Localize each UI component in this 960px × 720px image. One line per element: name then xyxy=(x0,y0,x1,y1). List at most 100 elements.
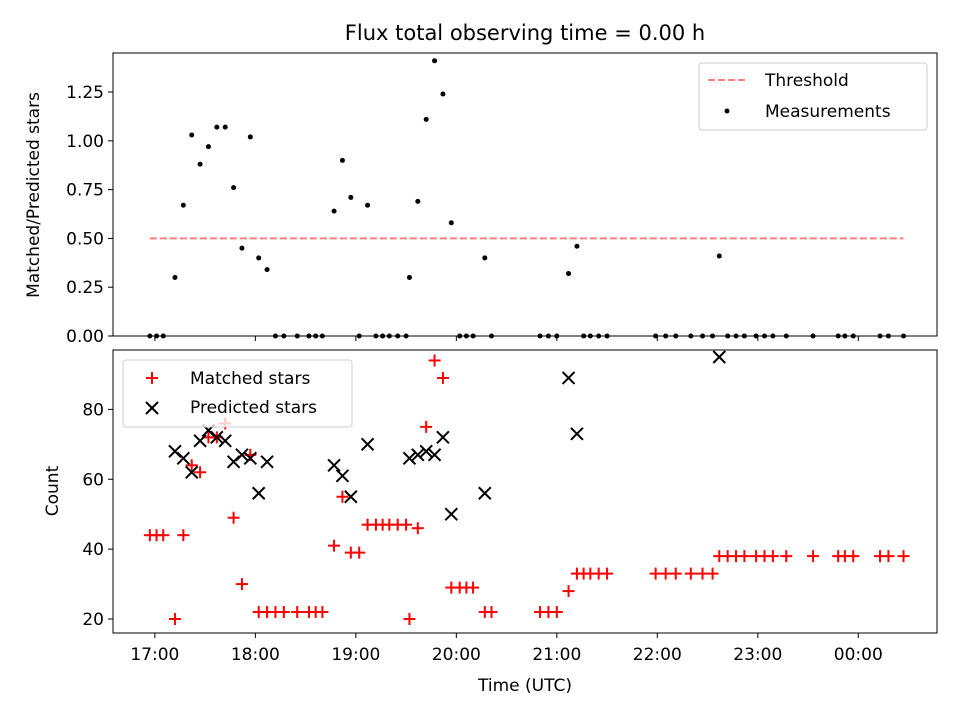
predicted-star-point xyxy=(478,486,492,500)
measurement-point xyxy=(440,91,446,97)
bottom-axes-frame xyxy=(112,349,938,634)
bottom-x-tick-label: 19:00 xyxy=(331,645,380,665)
top-axes-frame xyxy=(112,52,938,337)
matched-star-point xyxy=(328,539,341,552)
bottom-x-ticks: 17:00 18:00 19:00 20:00 21:00 22:00 23:00 00:00 xyxy=(130,633,883,665)
matched-star-point xyxy=(766,550,779,563)
matched-star-point xyxy=(847,550,860,563)
bottom-legend-box xyxy=(122,359,353,428)
matched-star-point xyxy=(177,529,190,542)
measurement-point xyxy=(197,161,203,167)
bottom-x-tick-label: 22:00 xyxy=(633,645,682,665)
bottom-legend: Matched stars Predicted stars xyxy=(122,359,353,428)
measurement-point xyxy=(231,185,237,191)
bottom-y-tick-label: 80 xyxy=(82,400,104,420)
measurement-point xyxy=(423,116,429,122)
legend-matched-swatch xyxy=(146,372,158,384)
predicted-star-point xyxy=(360,437,375,452)
predicted-star-point xyxy=(411,448,425,462)
top-y-tick-label: 1.00 xyxy=(66,132,104,152)
measurement-point xyxy=(331,208,337,214)
matched-star-point xyxy=(227,511,240,524)
top-y-ticks: 0.00 0.25 0.50 0.75 1.00 1.25 xyxy=(66,83,113,347)
bottom-y-tick-label: 40 xyxy=(82,540,104,560)
measurement-point xyxy=(239,245,245,251)
predicted-star-point xyxy=(427,448,442,462)
top-legend: Threshold Measurements xyxy=(698,62,928,131)
matched-star-point xyxy=(194,466,207,479)
legend-threshold-label: Threshold xyxy=(764,71,849,91)
top-panel: Flux total observing time = 0.00 h Match… xyxy=(24,21,938,347)
matched-star-point xyxy=(882,550,895,563)
matched-star-point xyxy=(403,613,416,626)
top-chart-title: Flux total observing time = 0.00 h xyxy=(345,21,705,45)
matched-star-point xyxy=(669,567,682,580)
matched-star-point xyxy=(436,371,449,384)
bottom-x-tick-label: 21:00 xyxy=(532,645,581,665)
bottom-y-tick-label: 20 xyxy=(82,610,104,630)
bottom-x-tick-label: 00:00 xyxy=(834,645,883,665)
matched-star-point xyxy=(428,354,441,367)
matched-star-point xyxy=(277,606,290,619)
matched-star-point xyxy=(235,578,248,591)
predicted-star-point xyxy=(335,469,350,483)
measurement-point xyxy=(205,144,211,150)
matched-star-point xyxy=(562,585,575,598)
top-y-tick-label: 0.50 xyxy=(66,229,104,249)
matched-star-point xyxy=(411,522,424,535)
matched-star-point xyxy=(157,529,170,542)
matched-stars-points xyxy=(143,354,910,626)
matched-star-point xyxy=(168,613,181,626)
legend-measurements-label: Measurements xyxy=(765,102,891,122)
matched-star-point xyxy=(316,606,329,619)
bottom-x-axis-label: Time (UTC) xyxy=(477,676,572,696)
matched-star-point xyxy=(291,606,304,619)
top-y-tick-label: 0.25 xyxy=(66,278,104,298)
top-legend-box xyxy=(698,62,928,131)
matched-star-point xyxy=(684,567,697,580)
bottom-y-tick-label: 60 xyxy=(82,470,104,490)
top-y-tick-label: 1.25 xyxy=(66,83,104,103)
measurement-point xyxy=(432,58,438,64)
predicted-star-point xyxy=(712,350,726,364)
legend-predicted-swatch xyxy=(145,401,159,415)
predicted-stars-points xyxy=(168,350,726,521)
matched-star-point xyxy=(738,550,751,563)
predicted-star-point xyxy=(210,430,224,445)
predicted-star-point xyxy=(444,507,459,521)
measurement-point xyxy=(172,274,178,280)
bottom-y-ticks: 20 40 60 80 xyxy=(82,400,113,630)
predicted-star-point xyxy=(176,451,191,466)
matched-star-point xyxy=(185,459,198,472)
measurement-point xyxy=(256,255,262,261)
measurement-point xyxy=(566,271,572,277)
matched-star-point xyxy=(336,490,349,503)
matched-star-point xyxy=(420,420,433,433)
predicted-star-point xyxy=(344,490,358,504)
measurement-point xyxy=(264,267,270,273)
bottom-x-tick-label: 18:00 xyxy=(231,645,280,665)
measurement-point xyxy=(365,202,371,208)
predicted-star-point xyxy=(235,448,249,462)
measurement-point xyxy=(214,124,220,130)
bottom-y-axis-label: Count xyxy=(43,465,63,516)
predicted-star-point xyxy=(561,371,576,385)
matched-star-point xyxy=(897,550,910,563)
bottom-x-tick-label: 20:00 xyxy=(432,645,481,665)
matched-star-point xyxy=(601,567,614,580)
predicted-star-point xyxy=(243,451,258,466)
matched-star-point xyxy=(706,567,719,580)
predicted-star-point xyxy=(402,451,417,466)
predicted-star-point xyxy=(185,465,199,479)
predicted-star-point xyxy=(436,430,450,445)
top-y-tick-label: 0.75 xyxy=(66,181,104,201)
measurement-point xyxy=(574,243,580,249)
matched-star-point xyxy=(400,518,413,531)
predicted-star-point xyxy=(193,434,207,448)
legend-matched-label: Matched stars xyxy=(190,369,310,389)
measurement-point xyxy=(348,194,354,200)
legend-measurements-swatch xyxy=(724,108,730,114)
predicted-star-point xyxy=(570,427,584,441)
top-y-axis-label: Matched/Predicted stars xyxy=(24,92,44,298)
